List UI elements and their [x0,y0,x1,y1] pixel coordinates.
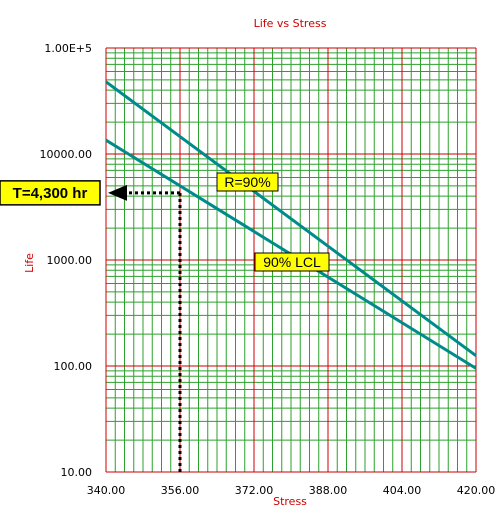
r90-label: R=90% [224,174,270,190]
x-tick-label: 420.00 [457,484,496,497]
r90-label-box [216,172,279,192]
series-line-r90 [105,80,477,357]
y-tick-label: 1.00E+5 [44,42,92,55]
t-label: T=4,300 hr [13,185,88,202]
x-tick-label: 388.00 [309,484,348,497]
x-tick-label: 372.00 [235,484,274,497]
x-tick-label: 340.00 [87,484,126,497]
x-tick-label: 356.00 [161,484,200,497]
lcl90-label: 90% LCL [263,254,321,270]
arrow-head-icon [108,184,127,201]
y-tick-label: 1000.00 [47,254,93,267]
y-tick-label: 10.00 [61,466,93,479]
x-axis-title: Stress [273,495,307,508]
chart-title: Life vs Stress [254,17,327,30]
y-tick-label: 10000.00 [40,148,93,161]
lcl90-label-box [254,252,330,272]
tick-labels: 340.00 356.00 372.00 388.00 404.00 420.00 10.0… [40,42,496,497]
y-axis-title: Life [23,253,36,273]
y-tick-label: 100.00 [54,360,93,373]
annotations: T=4,300 hr R=90% 90% LCL [0,172,330,472]
grid [105,47,477,473]
x-tick-label: 404.00 [383,484,422,497]
t-label-box [0,180,101,206]
